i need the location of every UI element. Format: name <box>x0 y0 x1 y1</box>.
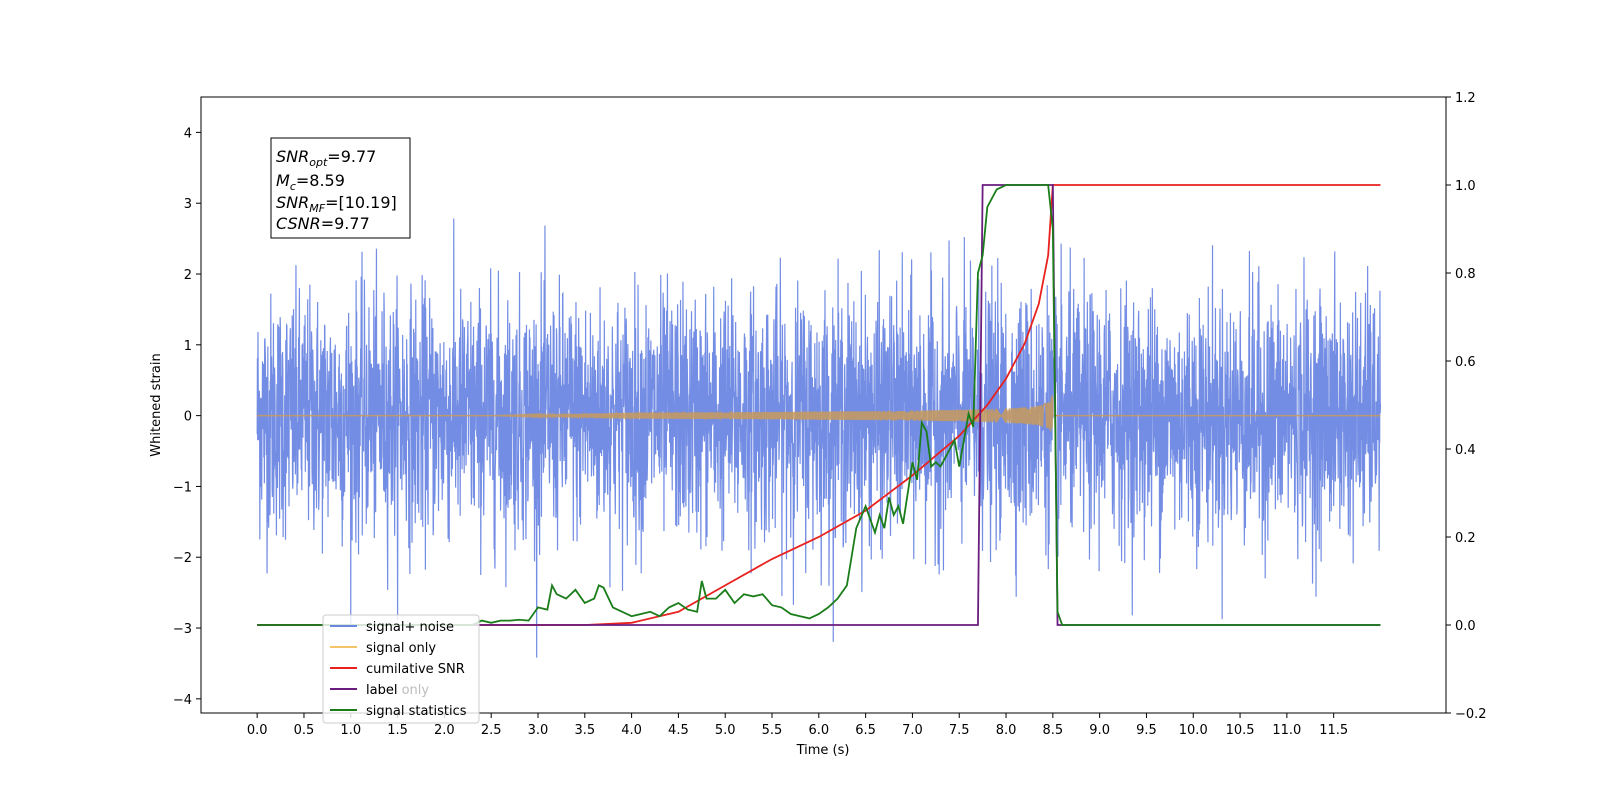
y-left-tick-label: −1 <box>173 480 192 495</box>
y-right-tick-label: 0.0 <box>1455 619 1476 634</box>
x-tick-label: 6.0 <box>808 723 829 738</box>
y-left-tick-label: 1 <box>184 339 192 354</box>
x-tick-label: 3.5 <box>574 723 595 738</box>
x-tick-label: 11.5 <box>1319 723 1348 738</box>
y-right-tick-label: 0.2 <box>1455 531 1476 546</box>
x-tick-label: 3.0 <box>528 723 549 738</box>
y-right-tick-label: 0.4 <box>1455 443 1476 458</box>
x-tick-label: 2.5 <box>481 723 502 738</box>
svg-text:signal statistics: signal statistics <box>366 704 467 719</box>
y-left-tick-label: 4 <box>184 126 192 141</box>
series-layer <box>256 184 1382 658</box>
y-left-tick-label: −3 <box>173 622 192 637</box>
y-axis-right: 1.2 1.0 0.8 0.6 0.4 0.2 0.0 −0.2 <box>1446 91 1487 722</box>
snr-mf-text: SNRMF=[10.19] <box>276 193 397 215</box>
x-axis: 0.0 0.5 1.0 1.5 2.0 2.5 3.0 3.5 4.0 4.5 5.0 5.5 6.0 6… <box>247 713 1348 738</box>
y-axis-label: Whitened strain <box>149 353 164 456</box>
x-tick-label: 8.5 <box>1042 723 1063 738</box>
series-signal-noise <box>256 218 1382 658</box>
x-tick-label: 0.0 <box>247 723 268 738</box>
x-tick-label: 2.0 <box>434 723 455 738</box>
series-signal-only <box>257 395 1381 432</box>
y-left-tick-label: 2 <box>184 268 192 283</box>
x-tick-label: 9.0 <box>1089 723 1110 738</box>
y-right-tick-label: 1.0 <box>1455 179 1476 194</box>
y-left-tick-label: 0 <box>184 410 192 425</box>
legend-item-cumulative-snr: cumilative SNR <box>330 662 465 677</box>
legend: signal+ noise signal only cumilative SNR… <box>322 614 480 724</box>
svg-text:signal only: signal only <box>366 641 436 656</box>
svg-text:signal+ noise: signal+ noise <box>366 620 454 635</box>
y-right-tick-label: 1.2 <box>1455 91 1476 106</box>
plot-frame <box>200 96 1447 714</box>
x-axis-label: Time (s) <box>796 743 850 758</box>
x-tick-label: 0.5 <box>294 723 315 738</box>
y-left-tick-label: −2 <box>173 551 192 566</box>
x-tick-label: 11.0 <box>1272 723 1301 738</box>
y-right-tick-label: 0.8 <box>1455 267 1476 282</box>
x-tick-label: 7.0 <box>902 723 923 738</box>
stats-box: SNRopt=9.77 Mc=8.59 SNRMF=[10.19] CSNR=9… <box>270 137 411 239</box>
x-tick-label: 10.5 <box>1226 723 1255 738</box>
x-tick-label: 1.0 <box>340 723 361 738</box>
x-tick-label: 1.5 <box>387 723 408 738</box>
svg-text:label: label <box>366 683 397 698</box>
legend-item-label: label only label <box>330 683 429 698</box>
svg-text:cumilative SNR: cumilative SNR <box>366 662 465 677</box>
legend-item-signal-statistics: signal statistics <box>330 704 467 719</box>
csnr-text: CSNR=9.77 <box>276 214 370 233</box>
y-right-tick-label: −0.2 <box>1455 707 1487 722</box>
x-tick-label: 7.5 <box>949 723 970 738</box>
x-tick-label: 8.0 <box>996 723 1017 738</box>
x-tick-label: 4.0 <box>621 723 642 738</box>
x-tick-label: 6.5 <box>855 723 876 738</box>
x-tick-label: 9.5 <box>1136 723 1157 738</box>
mc-text: Mc=8.59 <box>276 171 345 193</box>
x-tick-label: 4.5 <box>668 723 689 738</box>
snr-opt-text: SNRopt=9.77 <box>276 147 376 169</box>
legend-item-signal-noise: signal+ noise <box>330 620 454 635</box>
x-tick-label: 10.0 <box>1179 723 1208 738</box>
legend-overlap-text: label only <box>366 683 429 698</box>
x-tick-label: 5.0 <box>715 723 736 738</box>
series-signal-statistics <box>257 184 1381 626</box>
y-left-tick-label: −4 <box>173 693 192 708</box>
y-right-tick-label: 0.6 <box>1455 355 1476 370</box>
legend-item-signal-only: signal only <box>330 641 436 656</box>
y-axis-left: 4 3 2 1 0 −1 −2 −3 −4 <box>173 126 201 708</box>
y-left-tick-label: 3 <box>184 197 192 212</box>
x-tick-label: 5.5 <box>762 723 783 738</box>
